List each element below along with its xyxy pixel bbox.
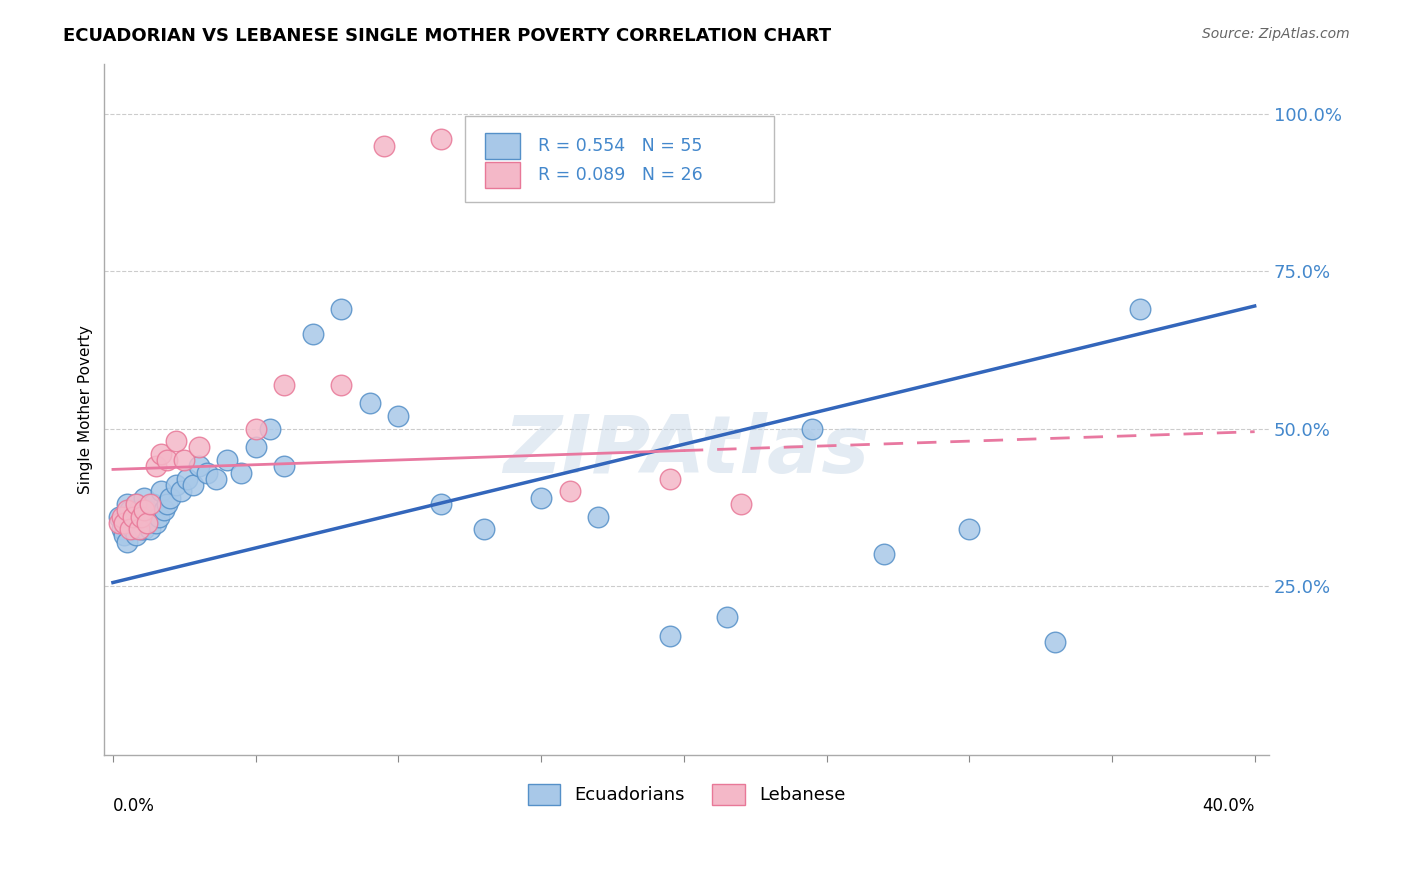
Point <box>139 497 162 511</box>
Y-axis label: Single Mother Poverty: Single Mother Poverty <box>79 326 93 494</box>
Point <box>472 522 495 536</box>
Point <box>558 484 581 499</box>
Point <box>217 453 239 467</box>
Point <box>658 629 681 643</box>
Point <box>110 522 132 536</box>
Point <box>125 528 148 542</box>
Point <box>716 610 738 624</box>
Point <box>1129 302 1152 317</box>
Text: R = 0.554   N = 55: R = 0.554 N = 55 <box>537 137 702 155</box>
Text: 40.0%: 40.0% <box>1202 797 1254 814</box>
Text: ECUADORIAN VS LEBANESE SINGLE MOTHER POVERTY CORRELATION CHART: ECUADORIAN VS LEBANESE SINGLE MOTHER POV… <box>63 27 831 45</box>
Legend: Ecuadorians, Lebanese: Ecuadorians, Lebanese <box>520 777 853 812</box>
Point <box>150 447 173 461</box>
Point <box>359 396 381 410</box>
Point <box>330 302 353 317</box>
Point <box>128 503 150 517</box>
Point <box>872 547 894 561</box>
Point <box>301 327 323 342</box>
Point <box>131 509 153 524</box>
Text: Source: ZipAtlas.com: Source: ZipAtlas.com <box>1202 27 1350 41</box>
Point <box>115 497 138 511</box>
Point <box>430 497 453 511</box>
Point <box>195 466 218 480</box>
Point <box>165 434 187 449</box>
Point <box>107 509 129 524</box>
Bar <box>485 133 520 160</box>
Point <box>373 138 395 153</box>
Point <box>107 516 129 530</box>
Point <box>1043 635 1066 649</box>
Point <box>128 522 150 536</box>
Point <box>245 421 267 435</box>
Text: ZIPAtlas: ZIPAtlas <box>503 412 870 491</box>
Point <box>187 441 209 455</box>
Point <box>148 509 170 524</box>
Point <box>110 509 132 524</box>
Point <box>330 377 353 392</box>
Point <box>801 421 824 435</box>
Point <box>187 459 209 474</box>
Point <box>156 497 179 511</box>
Point <box>139 522 162 536</box>
Point <box>128 516 150 530</box>
Point <box>142 497 165 511</box>
Point <box>245 441 267 455</box>
Point <box>530 491 553 505</box>
Point <box>156 453 179 467</box>
Point <box>273 459 295 474</box>
Point <box>176 472 198 486</box>
Point <box>136 503 159 517</box>
Point <box>131 509 153 524</box>
Point <box>122 522 145 536</box>
Point <box>120 516 142 530</box>
Point <box>125 497 148 511</box>
Point <box>134 503 156 517</box>
Point <box>112 516 135 530</box>
Point <box>136 509 159 524</box>
Point <box>125 497 148 511</box>
Point <box>204 472 226 486</box>
Point <box>957 522 980 536</box>
Point <box>430 132 453 146</box>
Point <box>658 472 681 486</box>
Point <box>231 466 253 480</box>
Point <box>145 459 167 474</box>
Point <box>112 516 135 530</box>
Text: 0.0%: 0.0% <box>112 797 155 814</box>
Point <box>730 497 752 511</box>
Point <box>131 522 153 536</box>
Point <box>387 409 409 423</box>
Point <box>115 503 138 517</box>
Text: R = 0.089   N = 26: R = 0.089 N = 26 <box>537 166 703 185</box>
Point <box>134 491 156 505</box>
Point <box>173 453 195 467</box>
Point <box>586 509 609 524</box>
Point <box>159 491 181 505</box>
Point <box>120 503 142 517</box>
Point <box>134 522 156 536</box>
Bar <box>485 162 520 188</box>
Point <box>150 484 173 499</box>
Point <box>259 421 281 435</box>
Point <box>153 503 176 517</box>
Point <box>170 484 193 499</box>
Point <box>145 516 167 530</box>
Point <box>273 377 295 392</box>
Point <box>122 509 145 524</box>
Point <box>181 478 204 492</box>
Point <box>120 522 142 536</box>
Point <box>122 509 145 524</box>
Point <box>165 478 187 492</box>
FancyBboxPatch shape <box>465 116 773 202</box>
Point <box>115 534 138 549</box>
Point <box>136 516 159 530</box>
Point <box>112 528 135 542</box>
